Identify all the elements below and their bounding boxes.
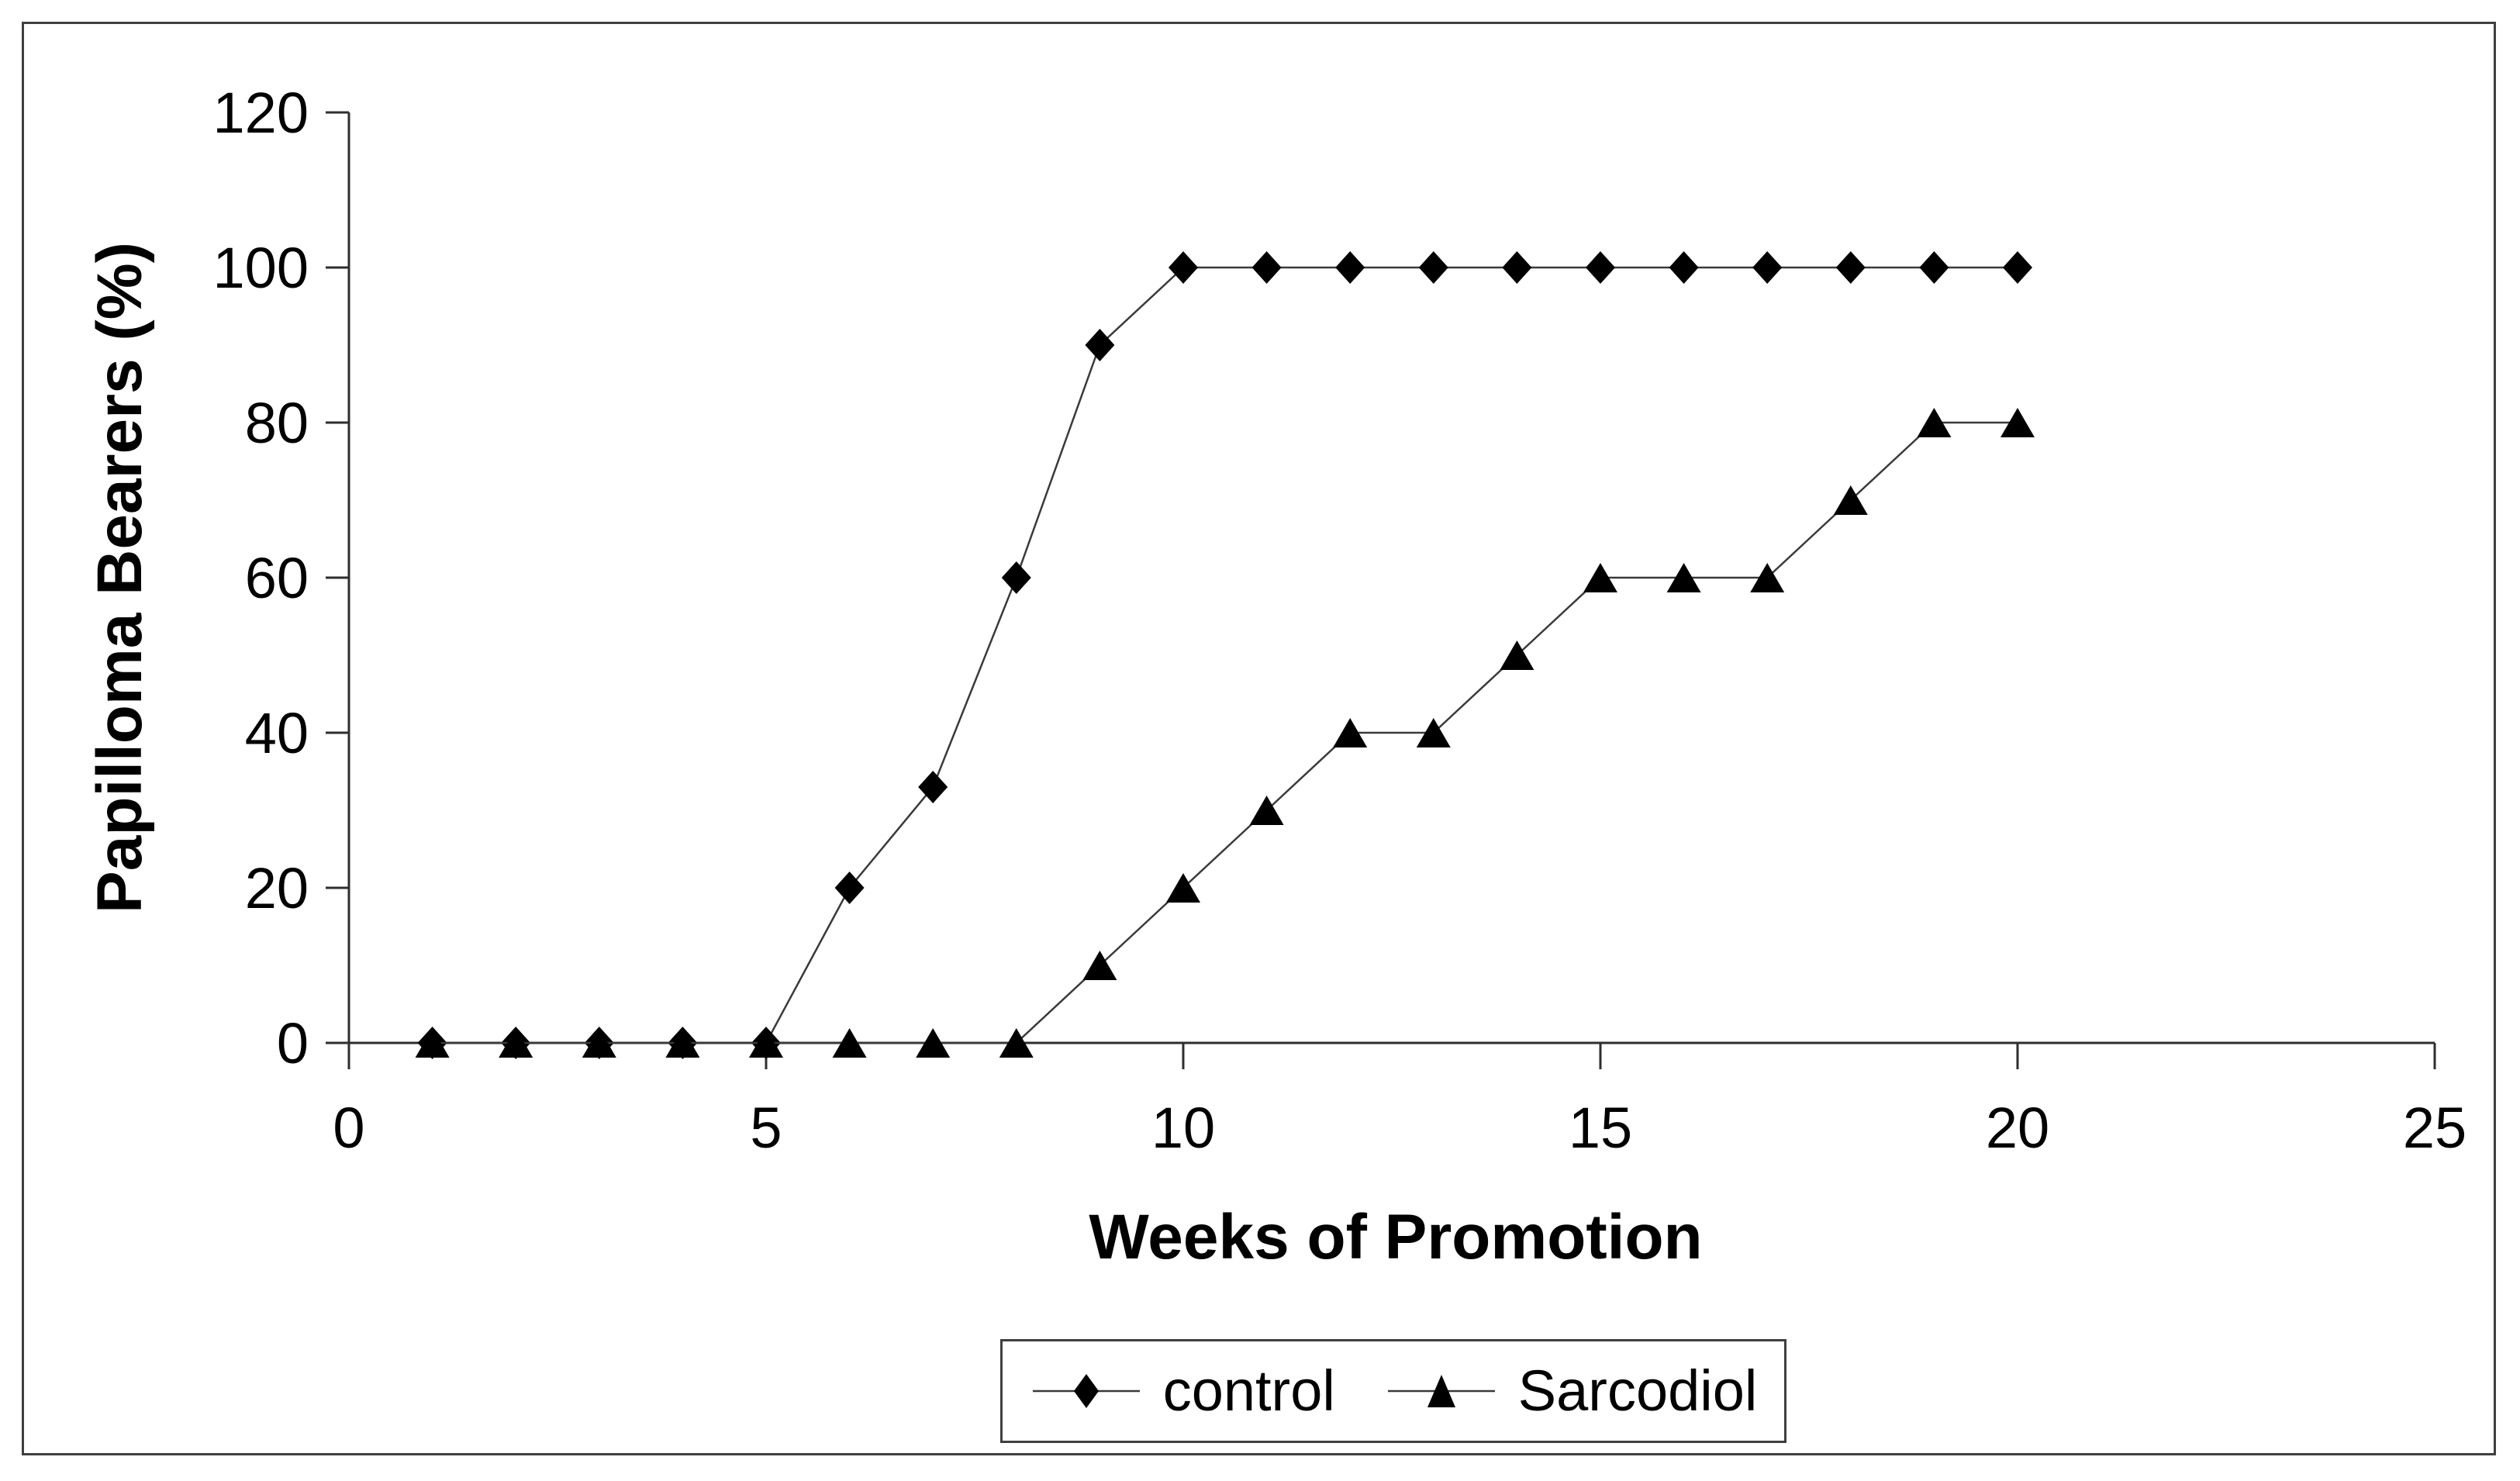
series-sarcodiol xyxy=(415,408,2035,1058)
diamond-data-marker xyxy=(1001,561,1031,594)
x-tick-label: 5 xyxy=(750,1096,782,1160)
y-tick-label: 80 xyxy=(245,391,309,455)
series-control xyxy=(417,251,2032,1059)
y-tick-label: 100 xyxy=(213,236,309,300)
diamond-data-marker xyxy=(918,771,948,803)
y-tick-label: 40 xyxy=(245,701,309,765)
x-axis-title: Weeks of Promotion xyxy=(1089,1202,1703,1272)
y-axis-title: Papilloma Bearers (%) xyxy=(85,242,155,913)
triangle-data-marker xyxy=(999,1028,1034,1058)
diamond-data-marker xyxy=(1502,251,1532,284)
triangle-data-marker xyxy=(832,1028,867,1058)
triangle-marker-icon xyxy=(1387,1375,1495,1407)
diamond-marker-icon xyxy=(1032,1374,1140,1408)
diamond-data-marker xyxy=(1669,251,1699,284)
diamond-data-marker xyxy=(1251,251,1282,284)
x-tick-label: 10 xyxy=(1151,1096,1215,1160)
y-tick-label: 60 xyxy=(245,546,309,610)
triangle-data-marker xyxy=(1333,718,1368,747)
triangle-data-marker xyxy=(1750,563,1785,592)
triangle-data-marker xyxy=(1583,563,1617,592)
x-tick-label: 20 xyxy=(1986,1096,2049,1160)
triangle-data-marker xyxy=(1917,408,1952,437)
legend-item-control: control xyxy=(1030,1362,1335,1420)
diamond-data-marker xyxy=(1169,251,1198,284)
triangle-data-marker xyxy=(415,1028,450,1058)
triangle-data-marker xyxy=(2000,408,2035,437)
diamond-data-marker xyxy=(1418,251,1448,284)
triangle-data-marker xyxy=(1249,796,1284,825)
y-tick-label: 20 xyxy=(245,856,309,920)
diamond-data-marker xyxy=(1919,251,1949,284)
series-line xyxy=(432,266,2018,1044)
x-tick-label: 15 xyxy=(1569,1096,1632,1160)
diamond-data-marker xyxy=(834,872,865,904)
legend-label-control: control xyxy=(1162,1358,1335,1423)
diamond-data-marker xyxy=(1586,251,1615,284)
y-tick-label: 120 xyxy=(213,81,309,145)
diamond-data-marker xyxy=(1835,251,1866,284)
x-tick-label: 25 xyxy=(2403,1096,2466,1160)
triangle-data-marker xyxy=(916,1028,951,1058)
triangle-data-marker xyxy=(1833,485,1868,515)
diamond-data-marker xyxy=(1085,329,1115,361)
diamond-data-marker xyxy=(2003,251,2032,284)
triangle-data-marker xyxy=(1500,640,1534,670)
legend: control Sarcodiol xyxy=(1000,1339,1786,1443)
triangle-data-marker xyxy=(749,1028,783,1058)
x-tick-label: 0 xyxy=(333,1096,364,1160)
triangle-data-marker xyxy=(1666,563,1701,592)
legend-item-sarcodiol: Sarcodiol xyxy=(1385,1358,1758,1423)
diamond-data-marker xyxy=(1752,251,1783,284)
series-line xyxy=(432,421,2018,1044)
triangle-data-marker xyxy=(665,1028,700,1058)
triangle-data-marker xyxy=(1082,951,1117,980)
triangle-data-marker xyxy=(582,1028,616,1058)
triangle-data-marker xyxy=(499,1028,533,1058)
triangle-data-marker xyxy=(1166,873,1200,903)
axes xyxy=(326,111,2436,1069)
diamond-data-marker xyxy=(1335,251,1365,284)
legend-label-sarcodiol: Sarcodiol xyxy=(1517,1358,1758,1423)
y-tick-label: 0 xyxy=(277,1011,309,1075)
triangle-data-marker xyxy=(1416,718,1451,747)
